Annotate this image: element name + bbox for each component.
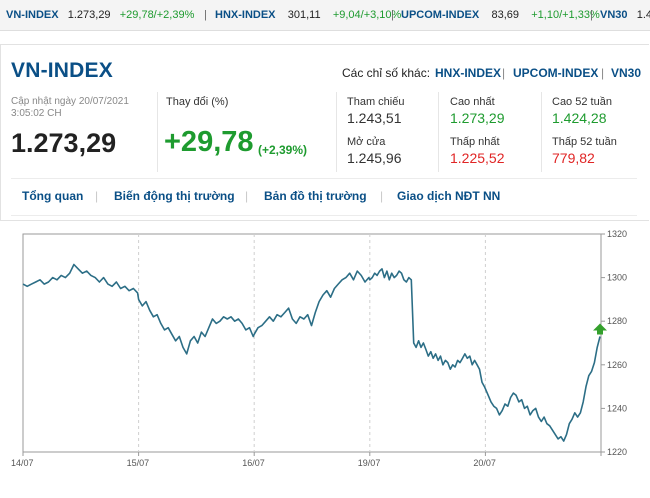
tab-separator: | [380,189,384,203]
y-axis-tick-label: 1260 [607,360,627,370]
link-text: UPCOM-INDEX [513,66,599,80]
index-value: 1.273,29 [11,128,117,158]
other-index-link-hnx[interactable]: HNX-INDEX [435,66,501,80]
up-arrow-icon [593,323,607,335]
stat-low: Thấp nhất 1.225,52 [450,136,505,166]
stat-low-52w: Thấp 52 tuần 779,82 [552,136,617,166]
stat-label: Thấp nhất [450,136,500,148]
stat-high: Cao nhất 1.273,29 [450,96,505,126]
tab-foreign-trading[interactable]: Giao dịch NĐT NN [397,189,501,203]
link-text: HNX-INDEX [435,66,502,80]
ticker-name: UPCOM-INDEX [401,9,480,21]
stat-reference: Tham chiếu 1.243,51 [347,96,404,126]
x-axis-tick-label: 14/07 [11,458,34,468]
change-label: Thay đổi (%) [166,96,229,108]
ticker-item-upcomindex[interactable]: UPCOM-INDEX 83,69 +1,10/+1,33% [401,0,600,30]
y-axis-tick-label: 1280 [607,316,627,326]
tab-separator: | [245,189,249,203]
ticker-value: 1.4 [636,9,650,21]
y-axis-tick-label: 1300 [607,273,627,283]
last-updated-text: Cập nhật ngày 20/07/2021 3:05:02 CH [11,96,129,120]
chart-frame [22,233,602,453]
stat-value: 1.243,51 [347,110,402,126]
index-summary-panel [0,44,649,221]
ticker-item-vnindex[interactable]: VN-INDEX 1.273,29 +29,78/+2,39% [6,0,194,30]
change-value: +29,78 [164,126,254,158]
stat-value: 779,82 [552,150,595,166]
ticker-separator: | [590,9,593,21]
stat-value: 1.273,29 [450,110,505,126]
index-intraday-chart: 1320 1300 1280 1260 1240 1220 14/07 15/07 16/07 1… [0,222,650,498]
ticker-value: 301,11 [287,9,321,21]
link-separator: | [502,66,506,80]
ticker-item-hnxindex[interactable]: HNX-INDEX 301,11 +9,04/+3,10% [215,0,401,30]
stat-value: 1.225,52 [450,150,505,166]
ticker-change: +1,10/+1,33% [531,9,600,21]
tab-separator: | [95,189,99,203]
change-percent: (+2,39%) [258,143,308,157]
other-indices-label: Các chỉ số khác: [342,66,431,80]
ticker-name: VN30 [600,9,628,21]
page-title: VN-INDEX [11,59,113,82]
stat-label: Cao nhất [450,96,495,108]
stat-label: Thấp 52 tuần [552,136,617,148]
ticker-name: VN-INDEX [6,9,59,21]
x-axis-tick-label: 19/07 [358,458,381,468]
y-axis-tick-label: 1220 [607,447,627,457]
x-axis-tick-label: 16/07 [242,458,265,468]
x-axis-tick-label: 15/07 [127,458,150,468]
stat-label: Tham chiếu [347,96,405,108]
ticker-change: +9,04/+3,10% [332,9,402,21]
stat-open: Mở cửa 1.245,96 [347,136,402,166]
divider [438,92,439,172]
other-index-link-upcom[interactable]: UPCOM-INDEX [513,66,598,80]
ticker-value: 83,69 [491,9,519,21]
chart-canvas: 1320 1300 1280 1260 1240 1220 14/07 15/07 16/07 1… [11,229,627,468]
tab-market-movement[interactable]: Biến động thị trường [114,189,235,203]
stat-label: Mở cửa [347,136,386,148]
tab-market-map[interactable]: Bản đồ thị trường [264,189,367,203]
link-separator: | [601,66,605,80]
divider [541,92,542,172]
ticker-item-vn30[interactable]: VN30 1.4 [600,0,650,30]
updated-time: 3:05:02 CH [11,108,62,119]
ticker-value: 1.273,29 [67,9,111,21]
stat-value: 1.424,28 [552,110,607,126]
link-text: VN30 [611,66,642,80]
index-price-line [22,263,601,442]
y-axis-tick-label: 1240 [607,403,627,413]
index-tabs [11,178,637,216]
ticker-separator: | [391,9,394,21]
stat-high-52w: Cao 52 tuần 1.424,28 [552,96,612,126]
divider [157,92,158,172]
index-ticker-bar: VN-INDEX 1.273,29 +29,78/+2,39% | HNX-IN… [0,0,650,31]
ticker-name: HNX-INDEX [215,9,276,21]
stat-value: 1.245,96 [347,150,402,166]
y-axis-tick-label: 1320 [607,229,627,239]
stat-label: Cao 52 tuần [552,96,612,108]
ticker-change: +29,78/+2,39% [119,9,195,21]
divider [336,92,337,172]
tab-overview[interactable]: Tổng quan [22,189,84,203]
other-index-link-vn30[interactable]: VN30 [611,66,641,80]
x-axis-tick-label: 20/07 [473,458,496,468]
updated-date: Cập nhật ngày 20/07/2021 [11,96,129,107]
ticker-separator: | [204,9,207,21]
